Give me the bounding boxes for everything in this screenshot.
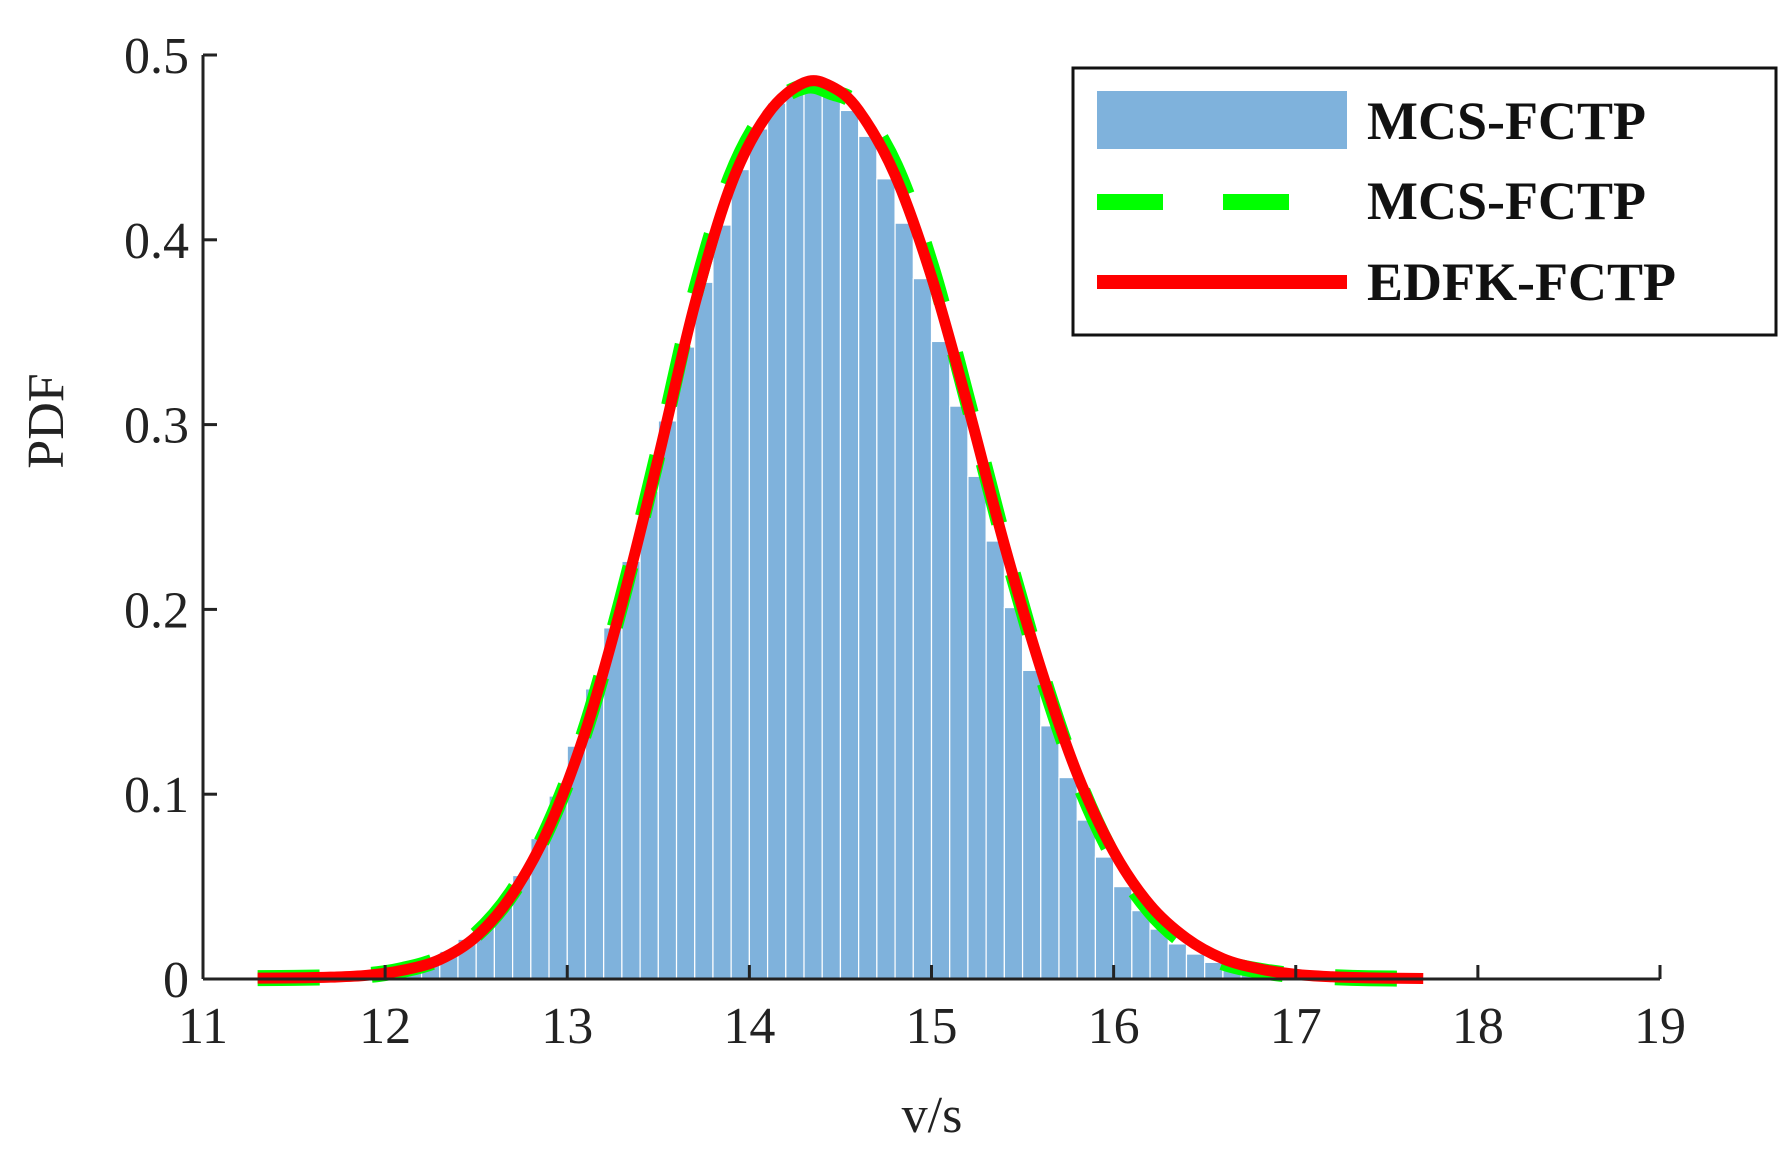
histogram-bar [985, 540, 1005, 980]
legend: MCS-FCTP MCS-FCTP EDFK-FCTP [1071, 66, 1778, 337]
y-tick-label: 0.4 [124, 213, 189, 270]
histogram-bar [639, 490, 659, 980]
histogram-bar [785, 91, 805, 980]
histogram-bar [766, 102, 787, 980]
histogram-bar [621, 560, 641, 980]
histogram-bar [821, 93, 842, 980]
legend-label-histogram: MCS-FCTP [1367, 91, 1646, 151]
histogram-bar [657, 420, 678, 980]
histogram-bar [858, 135, 878, 980]
histogram-bar [876, 178, 896, 980]
y-tick-label: 0.2 [124, 582, 189, 639]
tick-labels: 11 12 13 14 15 16 17 18 19 0 0.1 0.2 0.3 0.4 0.5 [124, 28, 1686, 1055]
x-tick-label: 14 [723, 998, 775, 1055]
x-tick-label: 17 [1270, 998, 1322, 1055]
histogram-bar [675, 346, 696, 980]
axes [201, 53, 1662, 981]
series-lines [257, 75, 1424, 987]
histogram-bar [694, 281, 714, 980]
histogram-bar [1113, 885, 1133, 980]
x-tick-label: 12 [359, 998, 411, 1055]
histogram-bar [1058, 776, 1078, 980]
series-line-edfk-fctp [257, 75, 1424, 984]
x-tick-label: 11 [178, 998, 228, 1055]
x-tick-label: 13 [541, 998, 593, 1055]
histogram-bar [1131, 910, 1151, 980]
x-axis-label: v/s [902, 1087, 963, 1144]
histogram-bar [1167, 943, 1188, 980]
y-tick-label: 0.5 [124, 28, 189, 85]
x-tick-label: 15 [906, 998, 958, 1055]
legend-label-dashed: MCS-FCTP [1367, 171, 1646, 231]
y-tick-label: 0 [163, 952, 189, 1009]
y-tick-label: 0.1 [124, 767, 189, 824]
histogram-bar [1021, 669, 1042, 980]
legend-swatch-histogram [1097, 91, 1347, 149]
histogram-bar [894, 222, 914, 980]
legend-label-solid: EDFK-FCTP [1367, 252, 1676, 312]
y-axis-label: PDF [18, 373, 75, 468]
histogram-bar [730, 168, 750, 980]
histogram-bar [748, 128, 769, 980]
histogram-bar [912, 278, 933, 980]
histogram-bar [930, 340, 951, 980]
x-tick-label: 18 [1452, 998, 1504, 1055]
histogram-bar [967, 475, 987, 980]
histogram-bar [1003, 606, 1024, 980]
histogram-bar [1204, 961, 1224, 980]
x-tick-label: 16 [1088, 998, 1140, 1055]
y-tick-label: 0.3 [124, 398, 189, 455]
histogram-bar [712, 224, 732, 980]
histogram-bar [1094, 856, 1115, 980]
histogram-bar [1040, 725, 1060, 980]
histogram-bar [949, 405, 969, 980]
histogram-bar [803, 89, 823, 980]
histogram-bar [1185, 953, 1206, 980]
histogram-bar [1076, 819, 1097, 980]
x-tick-label: 19 [1634, 998, 1686, 1055]
histogram-bar [839, 109, 860, 980]
